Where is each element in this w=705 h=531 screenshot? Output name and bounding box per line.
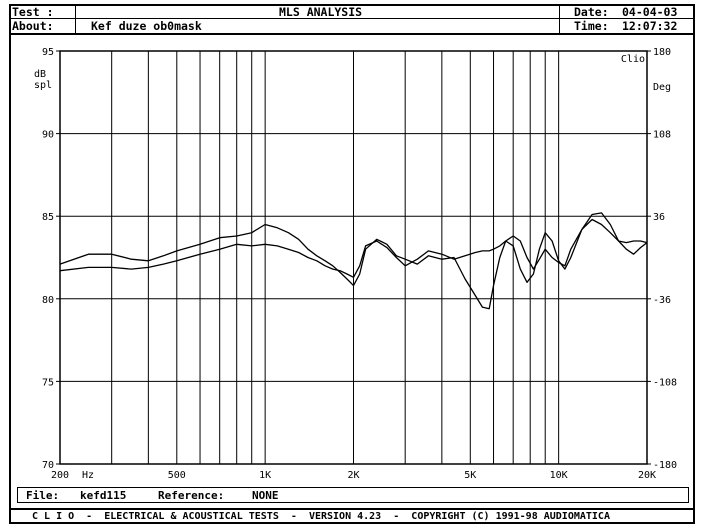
ytick-label-5: 95 [42,47,54,58]
time-value: 12:07:32 [622,19,678,33]
xtick-label-5: 10K [550,470,568,481]
xtick-label-0: 200 [51,470,69,481]
y2tick-label-5: 180 [653,47,671,58]
plot-border [59,50,648,465]
xtick-label-2: 1K [259,470,271,481]
file-info-box [17,487,689,503]
y2tick-label-0: -180 [653,460,677,471]
y2tick-label-4: 108 [653,130,671,141]
y2tick-label-2: -36 [653,295,671,306]
file-label: File: [26,489,60,502]
time-label: Time: [574,19,609,33]
header-col-divider-left [75,4,76,34]
y2tick-label-1: -108 [653,377,677,388]
series-line-1 [59,212,648,310]
about-label: About: [12,19,54,33]
xtick-label-1: 500 [168,470,186,481]
date-label: Date: [574,5,609,19]
header-col-divider-right [559,4,560,34]
plot-frame [9,4,695,524]
ytick-label-4: 90 [42,130,54,141]
y2tick-label-3: 36 [653,212,665,223]
ytick-label-2: 80 [42,295,54,306]
xtick-label-3: 2K [347,470,359,481]
header-divider [9,18,695,19]
xtick-label-6: 20K [638,470,656,481]
date-value: 04-04-03 [622,5,678,19]
chart-title: MLS ANALYSIS [279,5,363,19]
ytick-label-1: 75 [42,377,54,388]
ytick-label-3: 85 [42,212,54,223]
header-bottom-rule [9,33,695,35]
reference-label: Reference: [158,489,225,502]
ytick-label-0: 70 [42,460,54,471]
xtick-label-4: 5K [464,470,476,481]
clio-corner-label: Clio [621,54,645,65]
test-label: Test : [12,5,54,19]
footer-rule [9,508,695,510]
series-line-2 [59,218,648,278]
header: Test : MLS ANALYSIS Date: 04-04-03 About… [9,4,695,34]
ylabel-db: dB [34,69,46,80]
y2label-deg: Deg [653,82,671,93]
clio-banner: C L I O - ELECTRICAL & ACOUSTICAL TESTS … [32,511,610,522]
xunit-label: Hz [82,470,94,481]
file-name: kefd115 [80,489,127,502]
ylabel-spl: spl [34,80,52,91]
about-value: Kef duze ob0mask [91,19,202,33]
reference-value: NONE [252,489,279,502]
